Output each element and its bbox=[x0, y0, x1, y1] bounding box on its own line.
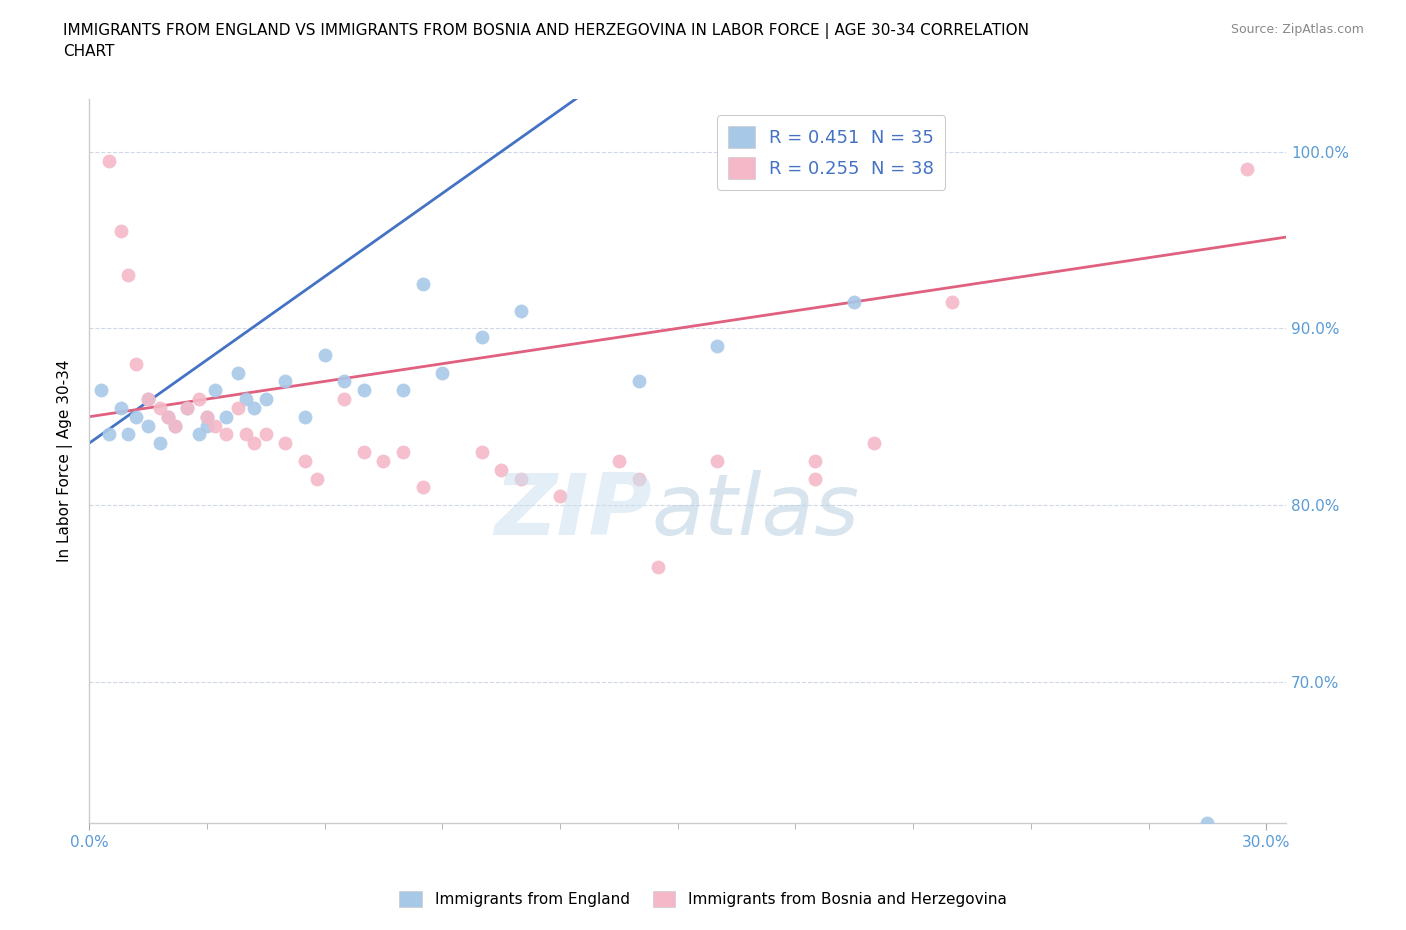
Point bbox=[548, 489, 571, 504]
Point bbox=[647, 560, 669, 575]
Point bbox=[706, 454, 728, 469]
Point bbox=[274, 374, 297, 389]
Text: IMMIGRANTS FROM ENGLAND VS IMMIGRANTS FROM BOSNIA AND HERZEGOVINA IN LABOR FORCE: IMMIGRANTS FROM ENGLAND VS IMMIGRANTS FR… bbox=[63, 23, 1029, 59]
Point bbox=[215, 409, 238, 424]
Point bbox=[195, 409, 218, 424]
Point bbox=[188, 392, 211, 406]
Point bbox=[110, 224, 132, 239]
Point bbox=[1197, 816, 1219, 830]
Point bbox=[204, 418, 226, 433]
Point bbox=[863, 436, 886, 451]
Point bbox=[195, 409, 218, 424]
Point bbox=[373, 454, 395, 469]
Point bbox=[149, 436, 172, 451]
Point bbox=[117, 427, 139, 442]
Text: Source: ZipAtlas.com: Source: ZipAtlas.com bbox=[1230, 23, 1364, 36]
Point bbox=[125, 409, 148, 424]
Point bbox=[607, 454, 630, 469]
Point bbox=[110, 401, 132, 416]
Point bbox=[226, 365, 249, 380]
Point bbox=[470, 330, 492, 345]
Point bbox=[706, 339, 728, 353]
Point bbox=[235, 427, 257, 442]
Point bbox=[176, 401, 198, 416]
Y-axis label: In Labor Force | Age 30-34: In Labor Force | Age 30-34 bbox=[58, 360, 73, 562]
Point bbox=[412, 277, 434, 292]
Point bbox=[844, 295, 866, 310]
Point bbox=[489, 462, 512, 477]
Legend: Immigrants from England, Immigrants from Bosnia and Herzegovina: Immigrants from England, Immigrants from… bbox=[394, 884, 1012, 913]
Point bbox=[254, 392, 277, 406]
Point bbox=[204, 383, 226, 398]
Point bbox=[149, 401, 172, 416]
Point bbox=[804, 454, 827, 469]
Point bbox=[627, 374, 650, 389]
Point bbox=[136, 418, 159, 433]
Point bbox=[353, 445, 375, 459]
Point bbox=[226, 401, 249, 416]
Point bbox=[97, 153, 120, 168]
Point bbox=[117, 268, 139, 283]
Point bbox=[353, 383, 375, 398]
Point bbox=[305, 472, 328, 486]
Point bbox=[188, 427, 211, 442]
Point bbox=[509, 472, 531, 486]
Point bbox=[136, 392, 159, 406]
Text: atlas: atlas bbox=[651, 470, 859, 553]
Point bbox=[243, 436, 266, 451]
Point bbox=[165, 418, 187, 433]
Point bbox=[804, 472, 827, 486]
Point bbox=[1236, 162, 1258, 177]
Point bbox=[392, 383, 415, 398]
Point bbox=[215, 427, 238, 442]
Point bbox=[195, 418, 218, 433]
Point bbox=[844, 153, 866, 168]
Point bbox=[165, 418, 187, 433]
Point bbox=[432, 365, 454, 380]
Point bbox=[941, 295, 963, 310]
Point bbox=[333, 374, 356, 389]
Point bbox=[412, 480, 434, 495]
Point bbox=[470, 445, 492, 459]
Point bbox=[90, 383, 112, 398]
Point bbox=[333, 392, 356, 406]
Point bbox=[156, 409, 179, 424]
Point bbox=[294, 454, 316, 469]
Point bbox=[136, 392, 159, 406]
Point bbox=[235, 392, 257, 406]
Point bbox=[243, 401, 266, 416]
Point bbox=[176, 401, 198, 416]
Text: ZIP: ZIP bbox=[494, 470, 651, 553]
Legend: R = 0.451  N = 35, R = 0.255  N = 38: R = 0.451 N = 35, R = 0.255 N = 38 bbox=[717, 115, 945, 190]
Point bbox=[392, 445, 415, 459]
Point bbox=[294, 409, 316, 424]
Point bbox=[156, 409, 179, 424]
Point bbox=[627, 472, 650, 486]
Point bbox=[509, 303, 531, 318]
Point bbox=[254, 427, 277, 442]
Point bbox=[274, 436, 297, 451]
Point bbox=[314, 348, 336, 363]
Point bbox=[125, 356, 148, 371]
Point bbox=[97, 427, 120, 442]
